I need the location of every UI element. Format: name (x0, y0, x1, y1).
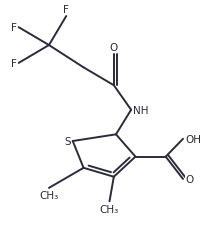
Text: CH₃: CH₃ (39, 190, 59, 200)
Text: O: O (185, 174, 193, 184)
Text: F: F (11, 23, 16, 33)
Text: O: O (110, 43, 118, 52)
Text: OH: OH (185, 134, 201, 144)
Text: F: F (63, 5, 69, 15)
Text: F: F (11, 59, 16, 69)
Text: S: S (64, 136, 71, 146)
Text: CH₃: CH₃ (100, 204, 119, 214)
Text: NH: NH (133, 105, 149, 115)
